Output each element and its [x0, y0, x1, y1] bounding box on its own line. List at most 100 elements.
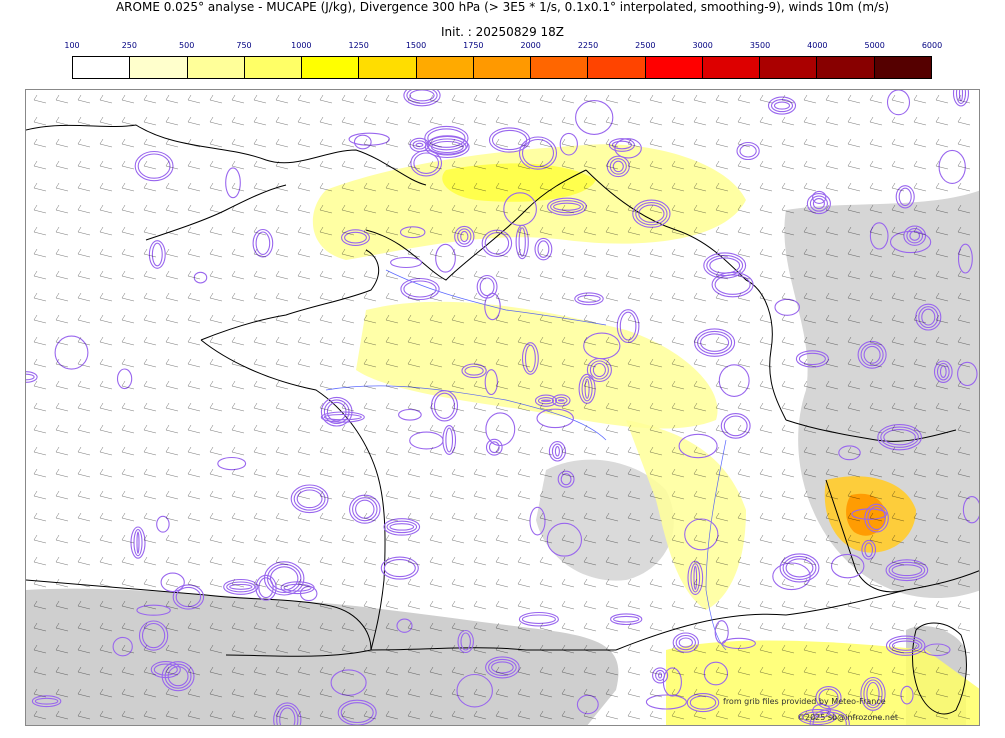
wind-barb	[935, 358, 949, 368]
wind-barb	[759, 138, 773, 148]
divergence-contour	[795, 350, 829, 368]
wind-barb	[275, 226, 289, 236]
wind-barb	[429, 556, 443, 566]
wind-barb	[913, 248, 927, 258]
cape-central-band	[356, 301, 718, 429]
wind-barb	[847, 688, 861, 698]
wind-barb	[869, 688, 883, 698]
wind-barb	[495, 710, 509, 720]
wind-barb	[715, 578, 729, 588]
wind-barb	[957, 468, 971, 478]
divergence-contour	[662, 667, 682, 697]
wind-barb	[99, 226, 113, 236]
wind-barb	[781, 160, 795, 170]
wind-barb	[451, 336, 465, 346]
wind-barb	[605, 336, 619, 346]
divergence-contour	[592, 362, 606, 378]
wind-barb	[99, 116, 113, 126]
divergence-contour	[957, 361, 978, 387]
wind-barb	[385, 556, 399, 566]
wind-barb	[561, 248, 575, 258]
wind-barb	[165, 578, 179, 588]
wind-barb	[803, 710, 817, 720]
wind-barb	[825, 138, 839, 148]
divergence-contour	[193, 271, 208, 284]
wind-barb	[55, 358, 69, 368]
colorbar-tick-label: 1000	[291, 41, 312, 50]
wind-barb	[253, 578, 267, 588]
wind-barb	[847, 226, 861, 236]
wind-barb	[737, 490, 751, 500]
wind-barb	[495, 248, 509, 258]
wind-barb	[165, 622, 179, 632]
wind-barb	[495, 578, 509, 588]
wind-barb	[33, 226, 47, 236]
wind-barb	[913, 94, 927, 104]
wind-barb	[627, 358, 641, 368]
wind-barb	[781, 644, 795, 654]
wind-barb	[913, 270, 927, 280]
divergence-contour	[456, 673, 493, 708]
wind-barb	[583, 116, 597, 126]
wind-barb	[121, 556, 135, 566]
wind-barb	[55, 490, 69, 500]
divergence-contour	[921, 308, 936, 326]
wind-barb	[77, 512, 91, 522]
divergence-contour	[703, 661, 729, 686]
wind-barb	[253, 468, 267, 478]
wind-barb	[319, 116, 333, 126]
wind-barb	[913, 446, 927, 456]
wind-barb	[671, 358, 685, 368]
wind-barb	[649, 688, 663, 698]
wind-barb	[319, 556, 333, 566]
wind-barb	[847, 534, 861, 544]
wind-barb	[781, 138, 795, 148]
wind-barb	[627, 226, 641, 236]
wind-barb	[297, 94, 311, 104]
wind-barb	[935, 688, 949, 698]
wind-barb	[891, 292, 905, 302]
wind-barb	[737, 688, 751, 698]
wind-barb	[583, 578, 597, 588]
divergence-contour	[888, 561, 926, 579]
wind-barb	[627, 182, 641, 192]
wind-barb	[55, 94, 69, 104]
wind-barb	[231, 600, 245, 610]
wind-barb	[539, 380, 553, 390]
wind-barb	[759, 182, 773, 192]
colorbar-tick-label: 1250	[348, 41, 369, 50]
wind-barb	[407, 160, 421, 170]
divergence-contour	[290, 484, 329, 514]
wind-barb	[253, 644, 267, 654]
wind-barb	[759, 314, 773, 324]
wind-barb	[935, 270, 949, 280]
wind-barb	[957, 534, 971, 544]
wind-barb	[649, 358, 663, 368]
divergence-contour	[614, 138, 642, 159]
wind-barb	[297, 292, 311, 302]
divergence-contour	[720, 413, 751, 439]
map-canvas	[26, 90, 979, 725]
divergence-contour	[798, 709, 837, 725]
wind-barb	[627, 490, 641, 500]
wind-barb	[759, 710, 773, 720]
wind-barb	[319, 622, 333, 632]
wind-barb	[847, 490, 861, 500]
wind-barb	[781, 600, 795, 610]
wind-barb	[319, 182, 333, 192]
wind-barb	[781, 666, 795, 676]
wind-barb	[99, 160, 113, 170]
divergence-contour	[809, 195, 828, 212]
wind-barb	[517, 138, 531, 148]
divergence-contour	[409, 90, 435, 102]
wind-barb	[187, 556, 201, 566]
divergence-contour	[547, 197, 587, 216]
wind-barb	[385, 182, 399, 192]
wind-barb	[363, 644, 377, 654]
divergence-contour	[863, 679, 883, 709]
wind-barb	[33, 204, 47, 214]
wind-barb	[451, 292, 465, 302]
wind-barb	[561, 270, 575, 280]
terrain-shading	[26, 190, 979, 725]
wind-barb	[671, 666, 685, 676]
